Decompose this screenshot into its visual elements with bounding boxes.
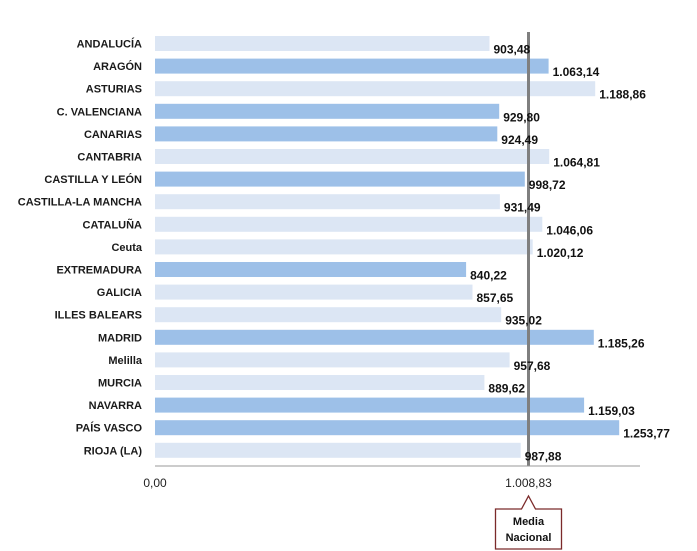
category-label-c-valenciana: C. VALENCIANA	[57, 106, 142, 118]
category-label-aragon: ARAGÓN	[93, 60, 142, 73]
bar-illes-balears	[155, 307, 502, 323]
category-label-extremadura: EXTREMADURA	[56, 265, 142, 277]
x-tick-label-0: 0,00	[143, 476, 167, 490]
value-label-ceuta: 1.020,12	[537, 246, 584, 260]
category-label-castilla-la-mancha: CASTILLA-LA MANCHA	[18, 197, 142, 209]
category-label-andalucia: ANDALUCÍA	[77, 38, 142, 51]
bar-castilla-la-mancha	[155, 194, 500, 210]
value-label-rioja-la: 987,88	[525, 449, 562, 463]
bar-melilla	[155, 352, 510, 368]
bar-cataluna	[155, 216, 543, 232]
bar-aragon	[155, 58, 549, 74]
category-label-ceuta: Ceuta	[111, 242, 142, 254]
category-label-galicia: GALICIA	[97, 287, 142, 299]
value-label-pais-vasco: 1.253,77	[623, 427, 670, 441]
category-label-cataluna: CATALUÑA	[83, 218, 143, 231]
value-label-extremadura: 840,22	[470, 269, 507, 283]
bar-extremadura	[155, 262, 467, 277]
category-label-melilla: Melilla	[108, 355, 143, 367]
value-label-asturias: 1.188,86	[599, 88, 646, 102]
category-label-asturias: ASTURIAS	[86, 84, 142, 96]
value-label-illes-balears: 935,02	[505, 314, 542, 328]
bar-canarias	[155, 126, 498, 142]
value-label-madrid: 1.185,26	[598, 336, 645, 350]
value-label-melilla: 957,68	[514, 359, 551, 373]
value-label-andalucia: 903,48	[494, 43, 531, 57]
bars-layer	[155, 36, 620, 458]
value-label-cataluna: 1.046,06	[546, 223, 593, 237]
bar-asturias	[155, 81, 596, 97]
value-label-castilla-y-leon: 998,72	[529, 178, 566, 192]
bar-galicia	[155, 284, 473, 300]
value-label-galicia: 857,65	[477, 291, 514, 305]
category-label-illes-balears: ILLES BALEARS	[55, 310, 142, 322]
category-label-castilla-y-leon: CASTILLA Y LEÓN	[44, 173, 142, 186]
bar-c-valenciana	[155, 103, 500, 119]
x-axis: 0,00 1.008,83	[143, 465, 640, 490]
value-label-canarias: 924,49	[501, 133, 538, 147]
bar-castilla-y-leon	[155, 171, 525, 187]
category-label-murcia: MURCIA	[98, 378, 142, 390]
bar-andalucia	[155, 36, 490, 51]
bar-pais-vasco	[155, 420, 620, 436]
value-label-castilla-la-mancha: 931,49	[504, 201, 541, 215]
x-tick-label-1: 1.008,83	[505, 476, 552, 490]
bar-murcia	[155, 375, 485, 390]
bar-navarra	[155, 397, 585, 413]
value-label-cantabria: 1.064,81	[553, 156, 600, 170]
bar-rioja-la	[155, 442, 521, 458]
labels-layer: ANDALUCÍA 903,48 ARAGÓN 1.063,14 ASTURIAS 1.1…	[18, 38, 670, 464]
category-label-cantabria: CANTABRIA	[77, 152, 142, 164]
category-label-rioja-la: RIOJA (LA)	[84, 445, 143, 457]
callout-label-line2: Nacional	[506, 532, 552, 544]
bar-madrid	[155, 329, 594, 345]
bar-cantabria	[155, 149, 550, 164]
category-label-canarias: CANARIAS	[84, 129, 142, 141]
value-label-murcia: 889,62	[488, 382, 525, 396]
callout-label-line1: Media	[513, 516, 545, 528]
media-nacional-callout: Media Nacional	[494, 494, 563, 550]
callout-box	[494, 494, 563, 550]
value-label-navarra: 1.159,03	[588, 404, 635, 418]
category-label-madrid: MADRID	[98, 332, 142, 344]
value-label-c-valenciana: 929,80	[503, 110, 540, 124]
value-label-aragon: 1.063,14	[553, 65, 600, 79]
bar-ceuta	[155, 239, 533, 255]
category-label-navarra: NAVARRA	[89, 400, 142, 412]
category-label-pais-vasco: PAÍS VASCO	[76, 422, 143, 435]
